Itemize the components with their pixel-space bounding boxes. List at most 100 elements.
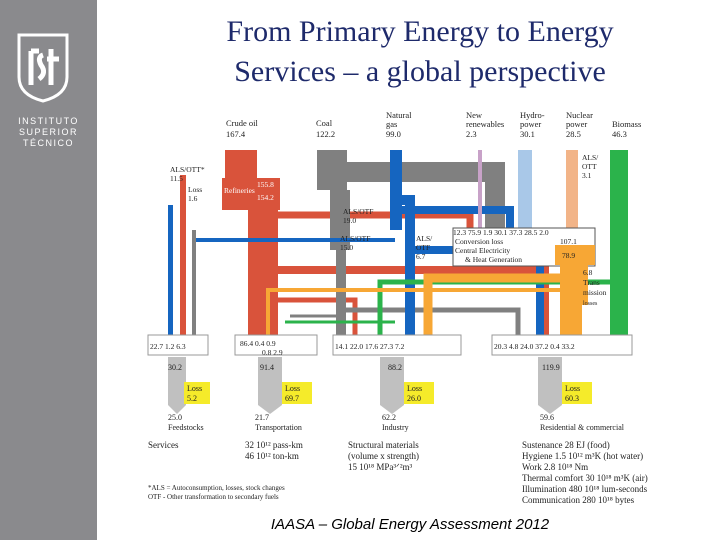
- feedstocks-loss-label: Loss: [187, 384, 202, 393]
- transport-loss-label: Loss: [285, 384, 300, 393]
- als-otf-a-label: ALS/OTF: [343, 207, 373, 216]
- oil-residential-flow: [262, 266, 549, 335]
- coal-feedstock-flow: [192, 230, 196, 335]
- feedstocks-arrow: [168, 357, 186, 414]
- source-crude-oil-value: 167.4: [226, 129, 246, 139]
- als-otf-b-label: ALS/OTF: [340, 234, 370, 243]
- renewables-flow: [478, 150, 482, 228]
- slide-footer: IAASA – Global Energy Assessment 2012: [270, 516, 550, 533]
- residential-name: Residential & commercial: [540, 423, 625, 432]
- als-otf-b-value: 15.0: [340, 243, 353, 252]
- als-otf-c-label1: ALS/: [416, 234, 433, 243]
- services-res-4: Thermal comfort 30 10¹⁸ m³K (air): [522, 473, 648, 483]
- residential-loss-label: Loss: [565, 384, 580, 393]
- industry-loss-box: [404, 382, 434, 404]
- services-industry-3: 15 10¹⁸ MPa³ᐟ²m³: [348, 462, 413, 472]
- sidebar: INSTITUTO SUPERIOR TÉCNICO: [0, 0, 97, 540]
- electricity-output-box: [555, 245, 595, 265]
- source-hydro: Hydro-: [520, 110, 545, 120]
- source-coal-value: 122.2: [316, 129, 335, 139]
- central-electricity-label1: Central Electricity: [455, 246, 510, 255]
- services-industry-2: (volume x strength): [348, 451, 419, 461]
- residential-sector-box: [491, 334, 633, 356]
- als-right-value: 3.1: [582, 171, 592, 180]
- transport-arrow: [258, 357, 282, 414]
- industry-total: 88.2: [388, 363, 402, 372]
- central-electricity-label2: & Heat Generation: [465, 255, 522, 264]
- institution-line3: TÉCNICO: [23, 138, 74, 148]
- biomass-flow: [610, 150, 628, 335]
- electricity-industry-flow: [423, 273, 560, 335]
- residential-inputs: 20.3 4.8 24.0 37.2 0.4 33.2: [494, 342, 575, 351]
- source-hydro-2: power: [520, 119, 541, 129]
- residential-loss-box: [562, 382, 592, 404]
- industry-useful: 62.2: [382, 413, 396, 422]
- services-transport-1: 32 10¹² pass-km: [245, 440, 303, 450]
- services-res-5: Illumination 480 10¹⁸ lum-seconds: [522, 484, 648, 494]
- gas-flow: [390, 150, 402, 230]
- feedstocks-total: 30.2: [168, 363, 182, 372]
- services-industry-1: Structural materials: [348, 440, 419, 450]
- refineries-out: 154.2: [257, 193, 274, 202]
- hydro-flow: [518, 150, 532, 228]
- residential-arrow: [538, 357, 562, 414]
- crude-oil-flow: [225, 150, 257, 178]
- als-ott-label: ALS/OTT*: [170, 165, 205, 174]
- source-renewables-2: renewables: [466, 119, 504, 129]
- services-res-6: Communication 280 10¹⁸ bytes: [522, 495, 635, 505]
- industry-loss-value: 26.0: [407, 394, 421, 403]
- als-otf-c-value: 6.7: [416, 252, 426, 261]
- source-gas-value: 99.0: [386, 129, 401, 139]
- als-right-label2: OTT: [582, 162, 597, 171]
- source-renewables: New: [466, 110, 483, 120]
- industry-loss-label: Loss: [407, 384, 422, 393]
- institution-line2: SUPERIOR: [18, 127, 78, 137]
- transport-total: 91.4: [260, 363, 274, 372]
- als-ott-value: 11.5: [170, 174, 183, 183]
- conversion-loss-label: Conversion loss: [455, 237, 503, 246]
- feedstocks-inputs: 22.7 1.2 6.3: [150, 342, 186, 351]
- transport-loss-box: [282, 382, 312, 404]
- services-res-3: Work 2.8 10¹⁸ Nm: [522, 462, 588, 472]
- central-electricity-value: 78.9: [562, 251, 575, 260]
- institution-line1: INSTITUTO: [18, 116, 79, 126]
- central-electricity-inputs: 12.3 75.9 1.9 30.1 37.3 28.5 2.0: [453, 228, 549, 237]
- transport-loss-value: 69.7: [285, 394, 299, 403]
- feedstocks-loss-box: [184, 382, 210, 404]
- oil-feedstock-flow: [180, 175, 186, 335]
- industry-inputs: 14.1 22.0 17.6 27.3 7.2: [335, 342, 405, 351]
- refineries-in: 155.8: [257, 180, 274, 189]
- source-biomass: Biomass: [612, 119, 641, 129]
- feedstocks-loss-value: 5.2: [187, 394, 197, 403]
- source-gas: Natural: [386, 110, 412, 120]
- coal-industry-flow: [336, 250, 346, 335]
- coal-residential-flow: [340, 307, 521, 335]
- source-gas-2: gas: [386, 119, 397, 129]
- residential-loss-value: 60.3: [565, 394, 579, 403]
- coal-down-flow: [330, 190, 350, 250]
- transmission-label1: Trans: [583, 278, 600, 287]
- transmission-value: 6.8: [583, 268, 593, 277]
- feedstocks-useful: 25.0: [168, 413, 182, 422]
- source-nuclear-2: power: [566, 119, 587, 129]
- slide-title-line1: From Primary Energy to Energy: [226, 15, 614, 48]
- services-res-1: Sustenance 28 EJ (food): [522, 440, 610, 450]
- source-nuclear-value: 28.5: [566, 129, 581, 139]
- residential-total: 119.9: [542, 363, 560, 372]
- source-biomass-value: 46.3: [612, 129, 627, 139]
- source-nuclear: Nuclear: [566, 110, 593, 120]
- feedstocks-sector-box: [147, 334, 209, 356]
- feedstocks-name: Feedstocks: [168, 423, 204, 432]
- refineries-label: Refineries: [224, 186, 255, 195]
- electricity-transport-flow: [266, 288, 560, 335]
- conversion-loss-value: 107.1: [560, 237, 577, 246]
- services-heading: Services: [148, 440, 179, 450]
- nuclear-flow: [566, 150, 578, 228]
- slide-title-line2: Services – a global perspective: [234, 55, 606, 88]
- loss-label-top: Loss: [188, 185, 202, 194]
- industry-name: Industry: [382, 423, 409, 432]
- transport-name: Transportation: [255, 423, 302, 432]
- transport-useful: 21.7: [255, 413, 269, 422]
- footnote-2: OTF - Other transformation to secondary …: [148, 493, 279, 501]
